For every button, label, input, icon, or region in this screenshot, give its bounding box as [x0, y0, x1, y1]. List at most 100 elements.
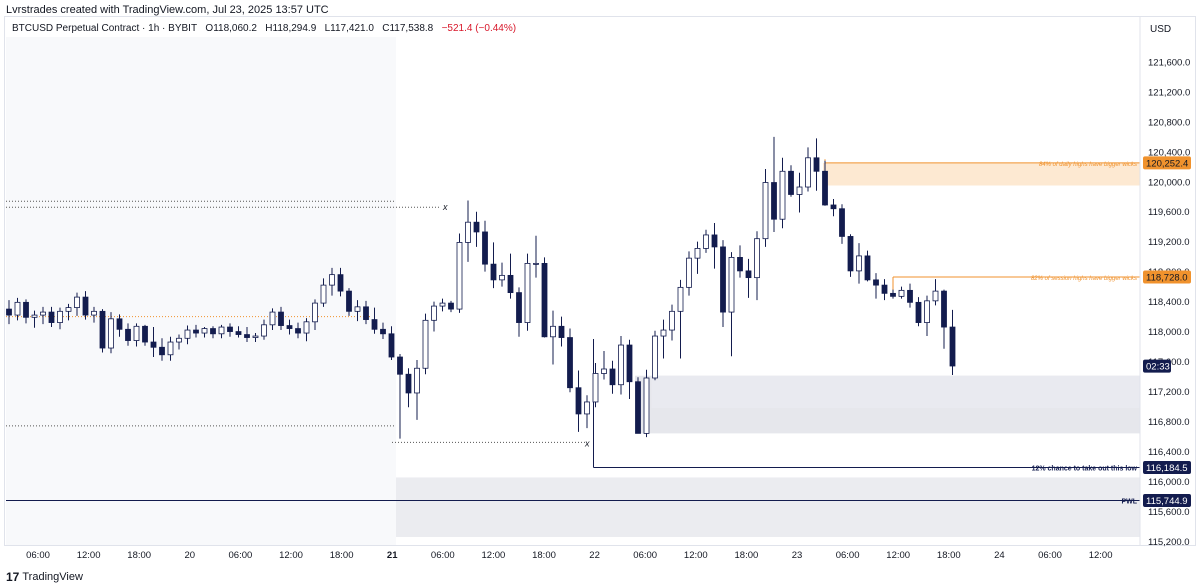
candle-up	[320, 284, 327, 304]
price-tick-label: 118,400.0	[1148, 297, 1190, 308]
time-tick-label: 06:00	[229, 550, 253, 561]
price-tick-label: 115,200.0	[1148, 537, 1190, 548]
level-label-1: PWL	[1121, 498, 1137, 505]
legend-high: H118,294.9	[265, 23, 317, 34]
currency-label[interactable]: USD	[1150, 24, 1172, 35]
candle-down	[507, 274, 514, 294]
chart-frame	[4, 16, 1196, 546]
candle-down	[626, 344, 633, 383]
candle-up	[932, 290, 939, 302]
time-tick-label: 18:00	[937, 550, 961, 561]
candle-up	[65, 307, 72, 312]
candle-up	[550, 325, 556, 338]
marker-x-high: x	[442, 202, 448, 212]
candle-up	[533, 262, 539, 265]
symbol-legend: BTCUSD Perpetual Contract · 1h · BYBIT O…	[12, 23, 516, 34]
badge-daily-wick-bg	[1143, 156, 1191, 170]
candle-down	[788, 170, 794, 195]
candle-up	[218, 326, 225, 335]
candle-down	[405, 373, 412, 394]
legend-symbol: BTCUSD Perpetual Contract · 1h · BYBIT	[12, 23, 198, 34]
candle-down	[830, 204, 837, 210]
candle-up	[660, 329, 667, 337]
time-tick-label: 06:00	[633, 550, 657, 561]
candle-up	[601, 368, 607, 374]
candle-up	[57, 310, 63, 323]
time-tick-label: 12:00	[279, 550, 303, 561]
candle-up	[303, 321, 310, 334]
time-tick-label: 18:00	[532, 550, 556, 561]
time-tick-label: 12:00	[1089, 550, 1113, 561]
candle-down	[99, 310, 106, 349]
candle-down	[771, 182, 777, 220]
legend-close: C117,538.8	[382, 23, 434, 34]
candle-up	[584, 401, 590, 415]
price-tick-label: 120,400.0	[1148, 147, 1190, 158]
candle-down	[6, 308, 12, 316]
candle-down	[380, 328, 386, 335]
price-tick-label: 116,800.0	[1148, 417, 1190, 428]
legend-low: L117,421.0	[324, 23, 374, 34]
candle-down	[244, 334, 250, 338]
candle-down	[142, 325, 148, 343]
candle-down	[711, 234, 718, 248]
tradingview-brand[interactable]: 17 TradingView	[6, 570, 83, 584]
time-tick-label: 06:00	[431, 550, 455, 561]
candle-down	[337, 274, 344, 292]
candle-up	[524, 262, 531, 323]
time-tick-label: 06:00	[26, 550, 50, 561]
candle-up	[924, 300, 930, 323]
time-tick-label: 18:00	[735, 550, 759, 561]
candle-up	[762, 182, 769, 240]
price-tick-label: 119,600.0	[1148, 207, 1190, 218]
candle-down	[346, 290, 352, 312]
badge-countdown: 02:33	[1146, 362, 1170, 373]
candle-down	[881, 284, 888, 294]
candle-up	[422, 319, 429, 369]
candle-down	[567, 337, 573, 389]
candle-down	[159, 346, 165, 356]
candle-down	[82, 296, 89, 316]
candle-up	[779, 170, 786, 220]
candle-up	[499, 274, 505, 281]
price-tick-label: 116,400.0	[1148, 447, 1190, 458]
candle-down	[949, 326, 956, 367]
time-tick-label: 12:00	[77, 550, 101, 561]
candle-down	[847, 236, 854, 272]
time-tick-label: 18:00	[127, 550, 151, 561]
candle-down	[915, 301, 922, 323]
time-tick-label: 12:00	[886, 550, 910, 561]
time-tick-label: 22	[589, 550, 600, 561]
candle-down	[48, 311, 55, 323]
candle-up	[252, 335, 259, 338]
badge-pwl-bg	[1143, 493, 1191, 507]
candle-up	[669, 310, 675, 331]
tradingview-logo-icon: 17	[6, 570, 20, 584]
candle-down	[873, 279, 879, 286]
legend-change: −521.4 (−0.44%)	[441, 23, 517, 34]
time-tick-label: 21	[387, 550, 398, 561]
candle-up	[414, 367, 420, 394]
candle-up	[592, 373, 599, 403]
time-tick-label: 06:00	[1038, 550, 1062, 561]
candle-up	[40, 311, 46, 316]
time-tick-label: 20	[185, 550, 196, 561]
candle-down	[286, 325, 293, 329]
candle-up	[261, 324, 267, 337]
candle-down	[822, 170, 828, 206]
candle-up	[74, 296, 80, 308]
candle-up	[703, 234, 709, 249]
candle-down	[150, 341, 157, 348]
candle-down	[864, 255, 871, 281]
badge-low: 116,184.5	[1146, 463, 1188, 474]
candle-down	[720, 246, 726, 313]
marker-x-low: x	[584, 438, 590, 448]
time-tick-label: 18:00	[330, 550, 354, 561]
candle-up	[694, 248, 701, 259]
candle-up	[754, 238, 760, 279]
candle-down	[907, 289, 913, 303]
level-label-0: 12% chance to take out this low	[1032, 466, 1138, 473]
candle-down	[635, 381, 641, 434]
candle-up	[312, 302, 318, 323]
